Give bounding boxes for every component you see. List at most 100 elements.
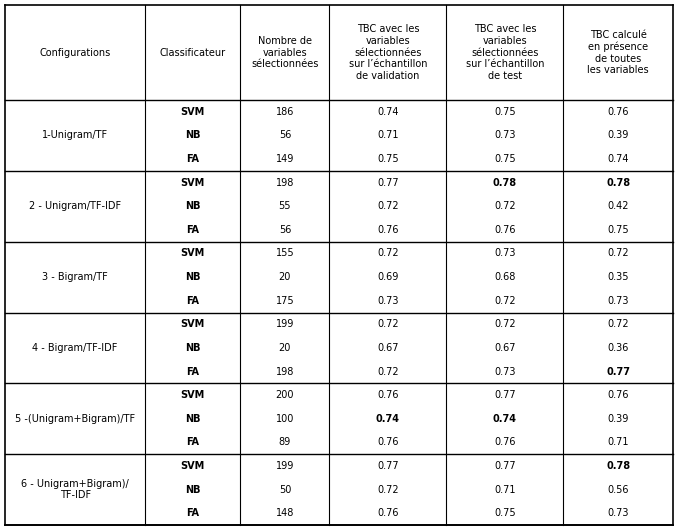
Text: 0.76: 0.76 bbox=[607, 107, 629, 117]
Text: 50: 50 bbox=[279, 484, 291, 494]
Text: NB: NB bbox=[185, 343, 201, 353]
Text: NB: NB bbox=[185, 272, 201, 282]
Text: 0.76: 0.76 bbox=[494, 437, 516, 447]
Text: NB: NB bbox=[185, 414, 201, 424]
Text: 0.73: 0.73 bbox=[607, 296, 629, 306]
Text: 0.78: 0.78 bbox=[606, 461, 631, 471]
Text: 198: 198 bbox=[276, 367, 294, 376]
Text: 0.72: 0.72 bbox=[607, 319, 629, 329]
Text: 0.67: 0.67 bbox=[377, 343, 399, 353]
Text: 0.72: 0.72 bbox=[377, 319, 399, 329]
Text: 5 -(Unigram+Bigram)/TF: 5 -(Unigram+Bigram)/TF bbox=[15, 414, 135, 424]
Text: FA: FA bbox=[186, 437, 199, 447]
Text: SVM: SVM bbox=[181, 390, 205, 400]
Text: 0.76: 0.76 bbox=[607, 390, 629, 400]
Text: NB: NB bbox=[185, 201, 201, 211]
Text: NB: NB bbox=[185, 130, 201, 140]
Text: 0.77: 0.77 bbox=[377, 178, 399, 188]
Text: 0.72: 0.72 bbox=[377, 367, 399, 376]
Text: 0.73: 0.73 bbox=[494, 249, 516, 259]
Text: SVM: SVM bbox=[181, 461, 205, 471]
Text: 0.74: 0.74 bbox=[493, 414, 517, 424]
Text: 186: 186 bbox=[276, 107, 294, 117]
Text: 0.39: 0.39 bbox=[607, 130, 629, 140]
Text: 175: 175 bbox=[275, 296, 294, 306]
Text: FA: FA bbox=[186, 367, 199, 376]
Text: 0.73: 0.73 bbox=[377, 296, 399, 306]
Text: 0.77: 0.77 bbox=[494, 390, 516, 400]
Text: 0.68: 0.68 bbox=[494, 272, 515, 282]
Text: 0.74: 0.74 bbox=[376, 414, 400, 424]
Text: Configurations: Configurations bbox=[39, 48, 111, 57]
Text: 0.73: 0.73 bbox=[494, 367, 516, 376]
Text: 0.71: 0.71 bbox=[494, 484, 516, 494]
Text: 0.69: 0.69 bbox=[377, 272, 399, 282]
Text: SVM: SVM bbox=[181, 178, 205, 188]
Text: 0.75: 0.75 bbox=[494, 154, 516, 164]
Text: 0.42: 0.42 bbox=[607, 201, 629, 211]
Text: 0.73: 0.73 bbox=[607, 508, 629, 518]
Text: 0.72: 0.72 bbox=[607, 249, 629, 259]
Text: 0.75: 0.75 bbox=[494, 508, 516, 518]
Text: NB: NB bbox=[185, 484, 201, 494]
Text: FA: FA bbox=[186, 508, 199, 518]
Text: 0.76: 0.76 bbox=[494, 225, 516, 235]
Text: 20: 20 bbox=[279, 272, 291, 282]
Text: 100: 100 bbox=[276, 414, 294, 424]
Text: 1-Unigram/TF: 1-Unigram/TF bbox=[42, 130, 108, 140]
Text: Classificateur: Classificateur bbox=[160, 48, 226, 57]
Text: 0.76: 0.76 bbox=[377, 508, 399, 518]
Text: 0.67: 0.67 bbox=[494, 343, 516, 353]
Text: 6 - Unigram+Bigram)/
TF-IDF: 6 - Unigram+Bigram)/ TF-IDF bbox=[21, 479, 129, 500]
Text: 155: 155 bbox=[275, 249, 294, 259]
Text: 89: 89 bbox=[279, 437, 291, 447]
Text: 148: 148 bbox=[276, 508, 294, 518]
Text: SVM: SVM bbox=[181, 107, 205, 117]
Text: 0.74: 0.74 bbox=[377, 107, 399, 117]
Text: 0.39: 0.39 bbox=[607, 414, 629, 424]
Text: Nombre de
variables
sélectionnées: Nombre de variables sélectionnées bbox=[252, 36, 319, 69]
Text: 0.74: 0.74 bbox=[607, 154, 629, 164]
Text: 0.35: 0.35 bbox=[607, 272, 629, 282]
Text: 199: 199 bbox=[276, 461, 294, 471]
Text: 0.75: 0.75 bbox=[494, 107, 516, 117]
Text: TBC avec les
variables
sélectionnées
sur l’échantillon
de validation: TBC avec les variables sélectionnées sur… bbox=[348, 24, 427, 81]
Text: FA: FA bbox=[186, 225, 199, 235]
Text: 0.72: 0.72 bbox=[377, 201, 399, 211]
Text: 55: 55 bbox=[279, 201, 291, 211]
Text: 149: 149 bbox=[276, 154, 294, 164]
Text: 56: 56 bbox=[279, 225, 291, 235]
Text: 0.72: 0.72 bbox=[494, 201, 516, 211]
Text: 0.72: 0.72 bbox=[494, 319, 516, 329]
Text: 0.36: 0.36 bbox=[607, 343, 629, 353]
Text: 0.77: 0.77 bbox=[377, 461, 399, 471]
Text: 0.76: 0.76 bbox=[377, 390, 399, 400]
Text: 20: 20 bbox=[279, 343, 291, 353]
Text: 200: 200 bbox=[276, 390, 294, 400]
Text: 0.72: 0.72 bbox=[377, 484, 399, 494]
Text: 0.78: 0.78 bbox=[606, 178, 631, 188]
Text: 56: 56 bbox=[279, 130, 291, 140]
Text: 0.72: 0.72 bbox=[494, 296, 516, 306]
Text: 0.75: 0.75 bbox=[377, 154, 399, 164]
Text: 199: 199 bbox=[276, 319, 294, 329]
Text: 2 - Unigram/TF-IDF: 2 - Unigram/TF-IDF bbox=[29, 201, 121, 211]
Text: FA: FA bbox=[186, 296, 199, 306]
Text: 0.73: 0.73 bbox=[494, 130, 516, 140]
Text: FA: FA bbox=[186, 154, 199, 164]
Text: 4 - Bigram/TF-IDF: 4 - Bigram/TF-IDF bbox=[33, 343, 118, 353]
Text: 0.76: 0.76 bbox=[377, 225, 399, 235]
Text: 0.71: 0.71 bbox=[607, 437, 629, 447]
Text: 0.77: 0.77 bbox=[606, 367, 630, 376]
Text: 0.71: 0.71 bbox=[377, 130, 399, 140]
Text: SVM: SVM bbox=[181, 319, 205, 329]
Text: 0.72: 0.72 bbox=[377, 249, 399, 259]
Text: 198: 198 bbox=[276, 178, 294, 188]
Text: 3 - Bigram/TF: 3 - Bigram/TF bbox=[42, 272, 108, 282]
Text: SVM: SVM bbox=[181, 249, 205, 259]
Text: 0.56: 0.56 bbox=[607, 484, 629, 494]
Text: 0.76: 0.76 bbox=[377, 437, 399, 447]
Text: 0.77: 0.77 bbox=[494, 461, 516, 471]
Text: TBC avec les
variables
sélectionnées
sur l’échantillon
de test: TBC avec les variables sélectionnées sur… bbox=[466, 24, 544, 81]
Text: TBC calculé
en présence
de toutes
les variables: TBC calculé en présence de toutes les va… bbox=[587, 30, 649, 75]
